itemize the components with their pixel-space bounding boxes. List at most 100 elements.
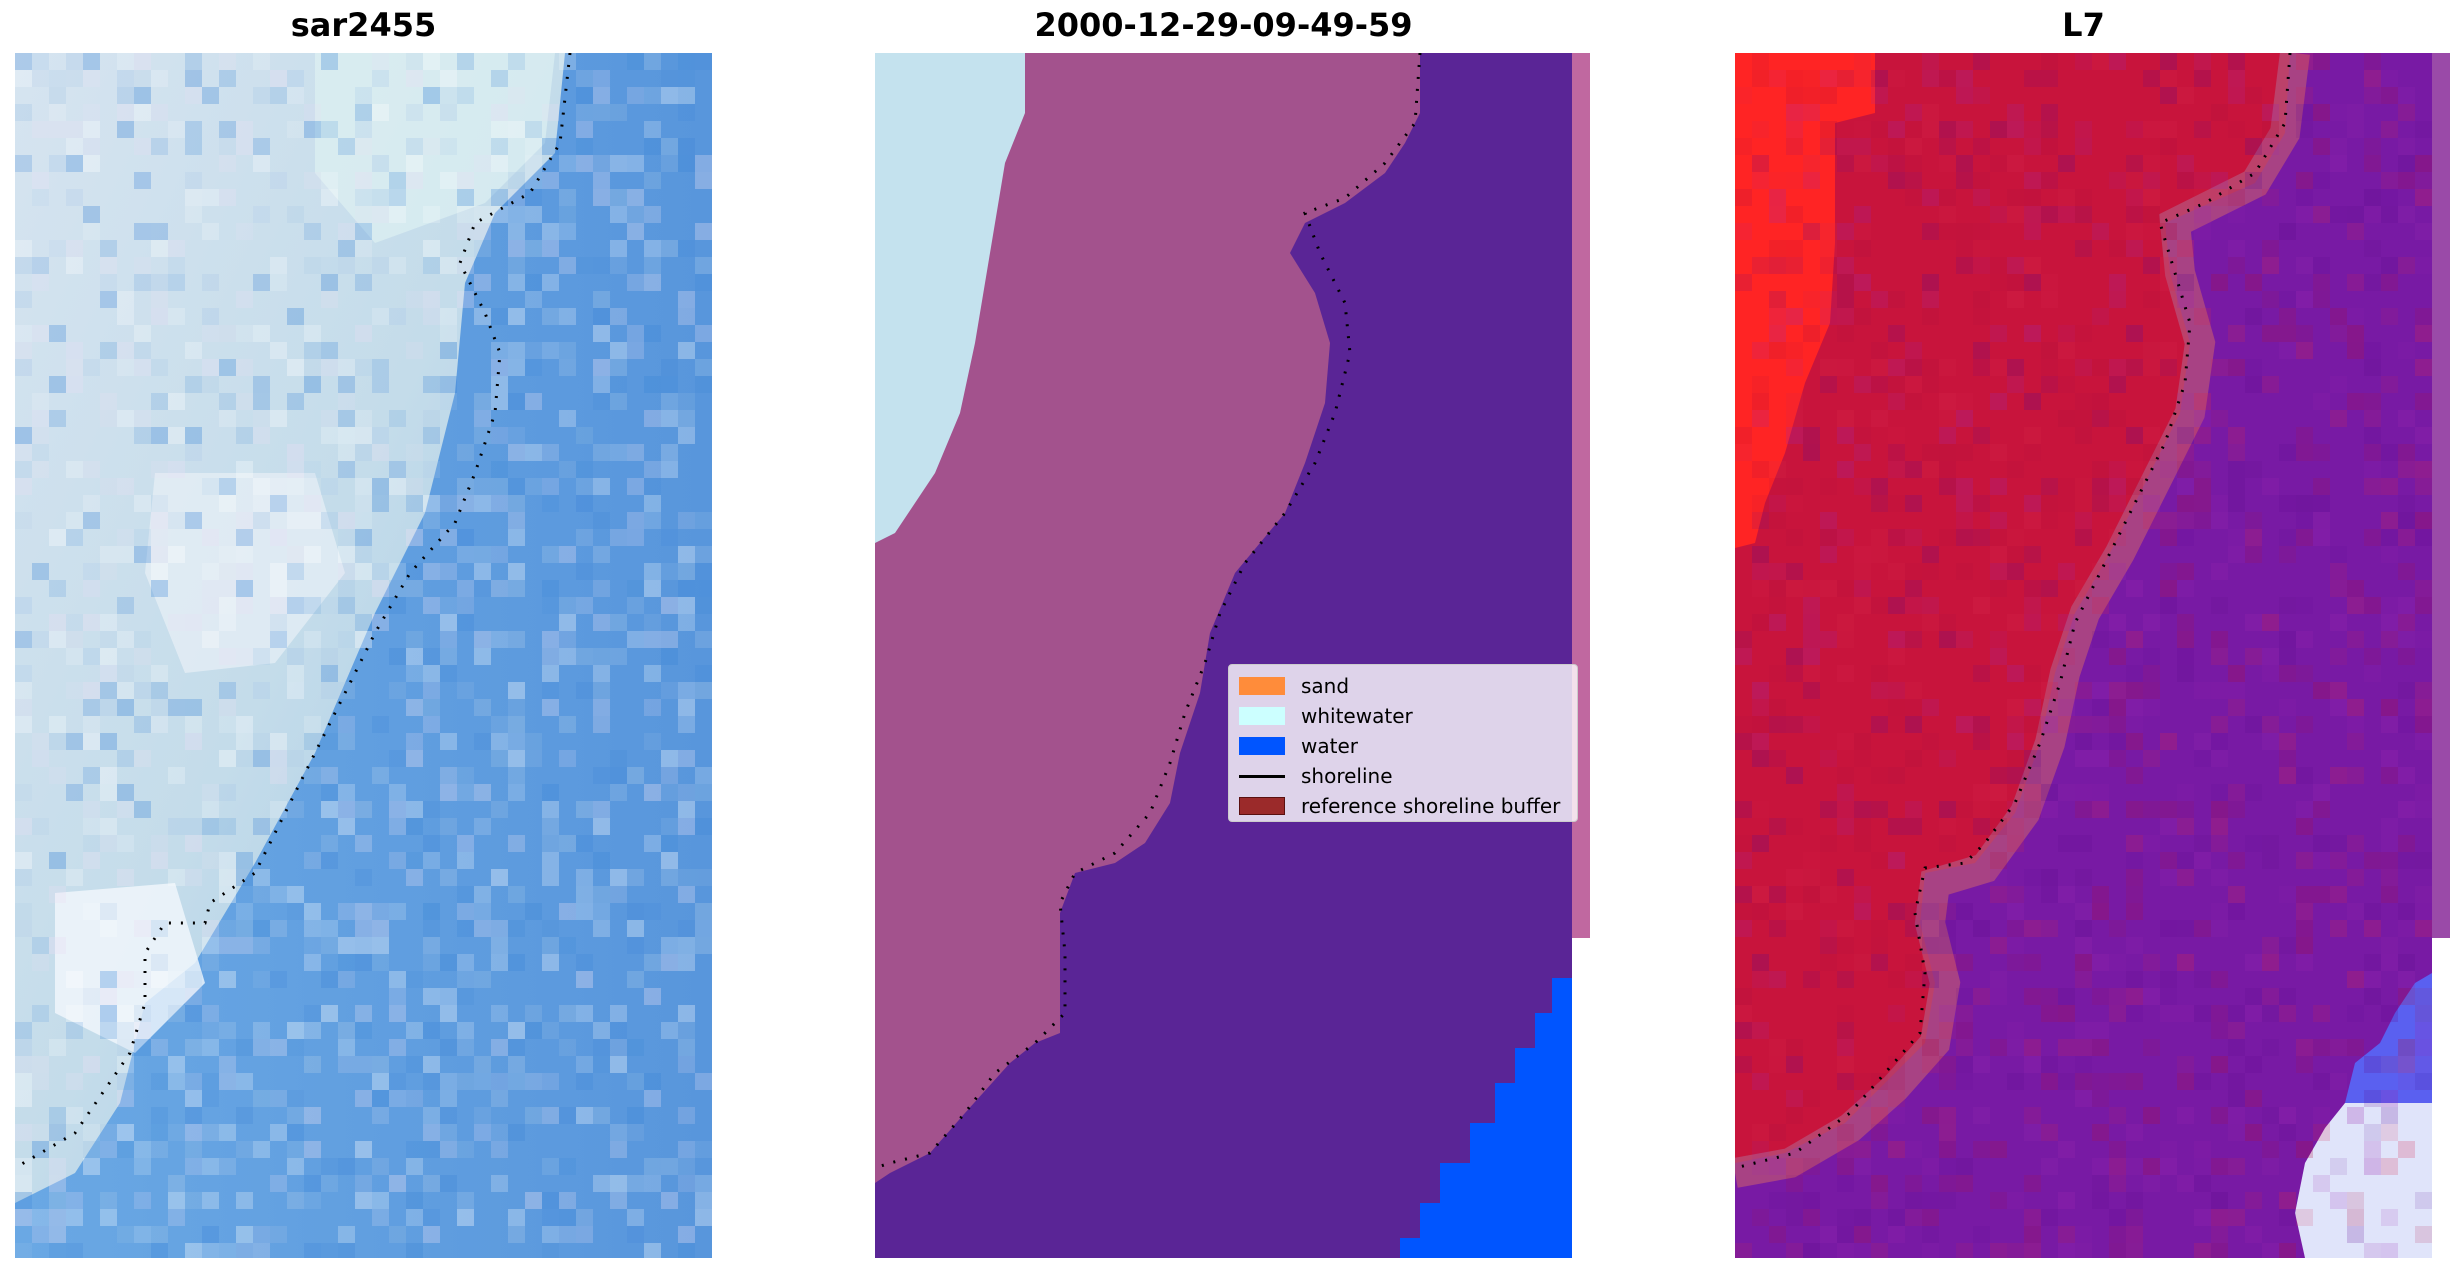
pixel-tile	[542, 1209, 559, 1226]
pixel-tile	[576, 87, 593, 104]
pixel-tile	[491, 920, 508, 937]
pixel-tile	[695, 223, 712, 240]
pixel-tile	[491, 801, 508, 818]
pixel-tile	[2245, 1090, 2262, 1107]
pixel-tile	[151, 461, 168, 478]
pixel-tile	[440, 1039, 457, 1056]
pixel-tile	[1905, 699, 1922, 716]
pixel-tile	[695, 563, 712, 580]
pixel-tile	[2177, 427, 2194, 444]
pixel-tile	[2075, 325, 2092, 342]
pixel-tile	[423, 1226, 440, 1243]
pixel-tile	[508, 835, 525, 852]
pixel-tile	[83, 1141, 100, 1158]
panel-title-rgb: sar2455	[290, 6, 437, 44]
shoreline-dotted	[1735, 53, 2292, 1170]
pixel-tile	[474, 699, 491, 716]
pixel-tile	[2194, 682, 2211, 699]
pixel-tile	[219, 1243, 236, 1258]
pixel-tile	[1922, 1209, 1939, 1226]
pixel-tile	[1922, 376, 1939, 393]
pixel-tile	[2041, 172, 2058, 189]
pixel-tile	[2228, 87, 2245, 104]
pixel-tile	[1871, 1124, 1888, 1141]
pixel-tile	[1990, 512, 2007, 529]
pixel-tile	[695, 1141, 712, 1158]
pixel-tile	[100, 988, 117, 1005]
pixel-tile	[219, 70, 236, 87]
pixel-tile	[2075, 801, 2092, 818]
pixel-tile	[355, 954, 372, 971]
pixel-tile	[270, 801, 287, 818]
pixel-tile	[253, 376, 270, 393]
pixel-tile	[2381, 172, 2398, 189]
pixel-tile	[1854, 444, 1871, 461]
pixel-tile	[1820, 240, 1837, 257]
pixel-tile	[1888, 444, 1905, 461]
pixel-tile	[32, 53, 49, 70]
pixel-tile	[474, 1056, 491, 1073]
pixel-tile	[2109, 1158, 2126, 1175]
pixel-tile	[678, 291, 695, 308]
pixel-tile	[1837, 818, 1854, 835]
pixel-tile	[1837, 529, 1854, 546]
pixel-tile	[2381, 206, 2398, 223]
pixel-tile	[253, 427, 270, 444]
pixel-tile	[1905, 563, 1922, 580]
pixel-tile	[1854, 750, 1871, 767]
pixel-tile	[1786, 257, 1803, 274]
pixel-tile	[2347, 716, 2364, 733]
pixel-tile	[1905, 104, 1922, 121]
pixel-tile	[1854, 733, 1871, 750]
pixel-tile	[15, 716, 32, 733]
pixel-tile	[440, 376, 457, 393]
pixel-tile	[644, 325, 661, 342]
pixel-tile	[508, 699, 525, 716]
pixel-tile	[1820, 308, 1837, 325]
pixel-tile	[2381, 1005, 2398, 1022]
pixel-tile	[474, 206, 491, 223]
pixel-tile	[1854, 1158, 1871, 1175]
pixel-tile	[100, 393, 117, 410]
pixel-tile	[100, 665, 117, 682]
pixel-tile	[151, 1226, 168, 1243]
pixel-tile	[83, 1158, 100, 1175]
pixel-tile	[49, 325, 66, 342]
pixel-tile	[2075, 835, 2092, 852]
pixel-tile	[2313, 886, 2330, 903]
pixel-tile	[2262, 614, 2279, 631]
pixel-tile	[2058, 1005, 2075, 1022]
pixel-tile	[661, 1022, 678, 1039]
pixel-tile	[2160, 359, 2177, 376]
pixel-tile	[151, 529, 168, 546]
pixel-tile	[270, 563, 287, 580]
pixel-tile	[49, 886, 66, 903]
pixel-tile	[49, 376, 66, 393]
pixel-tile	[1939, 937, 1956, 954]
pixel-tile	[49, 1039, 66, 1056]
pixel-tile	[1922, 563, 1939, 580]
pixel-tile	[2041, 580, 2058, 597]
pixel-tile	[1854, 376, 1871, 393]
pixel-tile	[2024, 580, 2041, 597]
pixel-tile	[1769, 257, 1786, 274]
pixel-tile	[474, 733, 491, 750]
pixel-tile	[457, 767, 474, 784]
pixel-tile	[1837, 410, 1854, 427]
pixel-tile	[2126, 835, 2143, 852]
pixel-tile	[1871, 70, 1888, 87]
pixel-tile	[525, 750, 542, 767]
pixel-tile	[2024, 189, 2041, 206]
pixel-tile	[440, 104, 457, 121]
pixel-tile	[2381, 835, 2398, 852]
pixel-tile	[508, 206, 525, 223]
pixel-tile	[185, 733, 202, 750]
pixel-tile	[559, 1039, 576, 1056]
pixel-tile	[270, 1226, 287, 1243]
pixel-tile	[1939, 70, 1956, 87]
pixel-tile	[117, 342, 134, 359]
pixel-tile	[2075, 393, 2092, 410]
pixel-tile	[1820, 1226, 1837, 1243]
pixel-tile	[2296, 801, 2313, 818]
pixel-tile	[457, 529, 474, 546]
